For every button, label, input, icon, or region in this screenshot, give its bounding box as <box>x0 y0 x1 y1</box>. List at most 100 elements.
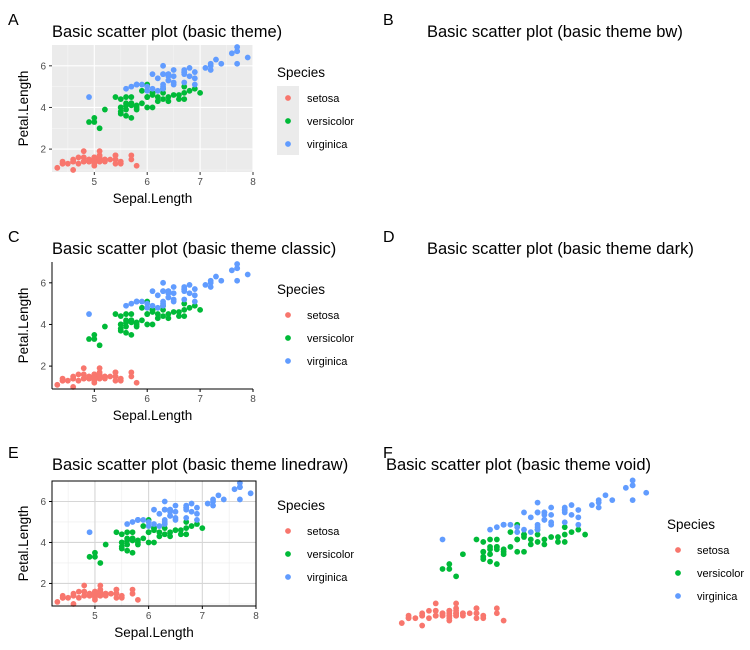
data-point-setosa <box>54 381 61 388</box>
legend-label-versicolor: versicolor <box>307 333 354 345</box>
panel-tag: F <box>383 445 393 462</box>
data-point-versicolor <box>113 529 120 536</box>
data-point-versicolor <box>170 92 177 98</box>
legend-label-virginica: virginica <box>307 139 348 151</box>
data-point-versicolor <box>123 100 129 107</box>
x-tick-label: 6 <box>144 177 150 188</box>
data-point-virginica <box>149 85 156 92</box>
data-point-virginica <box>500 521 507 528</box>
legend-label-virginica: virginica <box>697 591 738 603</box>
data-point-virginica <box>165 77 172 84</box>
legend-key-setosa <box>285 95 291 101</box>
data-point-versicolor <box>161 525 168 532</box>
data-point-setosa <box>133 379 140 386</box>
data-point-setosa <box>128 152 135 159</box>
data-point-virginica <box>541 511 548 518</box>
data-point-virginica <box>439 536 446 543</box>
data-point-setosa <box>59 377 66 384</box>
data-point-virginica <box>629 477 636 484</box>
data-point-versicolor <box>129 537 136 544</box>
data-point-versicolor <box>459 551 466 558</box>
data-point-virginica <box>629 482 636 489</box>
data-point-versicolor <box>149 321 156 328</box>
data-point-setosa <box>112 160 119 167</box>
data-point-virginica <box>234 48 241 55</box>
data-point-versicolor <box>521 534 527 540</box>
data-point-virginica <box>575 507 582 513</box>
data-point-virginica <box>154 292 161 299</box>
data-point-virginica <box>145 523 152 529</box>
data-point-versicolor <box>487 551 493 558</box>
data-point-setosa <box>129 590 136 597</box>
data-point-versicolor <box>181 300 188 307</box>
data-point-versicolor <box>541 536 548 543</box>
data-point-versicolor <box>117 96 124 103</box>
data-point-versicolor <box>177 531 184 538</box>
data-point-setosa <box>432 607 439 614</box>
data-point-versicolor <box>170 309 177 315</box>
data-point-virginica <box>218 60 225 67</box>
data-point-setosa <box>81 582 88 589</box>
data-point-versicolor <box>117 321 124 328</box>
data-point-virginica <box>561 507 568 513</box>
y-tick-label: 6 <box>40 497 46 508</box>
data-point-setosa <box>129 586 136 593</box>
data-point-versicolor <box>191 302 198 309</box>
data-point-setosa <box>91 371 98 378</box>
data-point-setosa <box>419 612 426 619</box>
data-point-setosa <box>453 607 460 614</box>
data-point-versicolor <box>139 304 145 311</box>
data-point-virginica <box>194 510 200 517</box>
legend-label-virginica: virginica <box>307 572 348 584</box>
data-point-virginica <box>181 286 188 292</box>
data-point-versicolor <box>514 548 521 555</box>
data-point-versicolor <box>561 539 568 545</box>
data-point-virginica <box>160 300 166 307</box>
data-point-setosa <box>91 375 98 382</box>
data-point-setosa <box>112 377 119 384</box>
data-point-versicolor <box>151 539 157 546</box>
panel-title: Basic scatter plot (basic theme void) <box>386 456 651 474</box>
x-tick-label: 5 <box>92 177 98 188</box>
data-point-versicolor <box>149 104 156 111</box>
data-point-virginica <box>218 277 225 284</box>
data-point-setosa <box>432 600 439 607</box>
data-point-versicolor <box>165 315 172 322</box>
data-point-setosa <box>112 152 119 159</box>
data-point-virginica <box>167 512 174 519</box>
x-tick-label: 7 <box>197 177 203 188</box>
data-point-versicolor <box>186 87 193 94</box>
data-point-virginica <box>128 300 135 307</box>
data-point-versicolor <box>151 527 157 534</box>
data-point-setosa <box>80 154 87 161</box>
data-point-versicolor <box>91 336 98 342</box>
data-point-setosa <box>432 612 439 619</box>
data-point-setosa <box>133 162 140 169</box>
data-point-setosa <box>64 160 71 167</box>
data-point-setosa <box>459 610 466 617</box>
data-point-versicolor <box>527 536 534 543</box>
data-point-virginica <box>534 524 541 531</box>
panel-tag: D <box>383 229 395 246</box>
data-point-setosa <box>91 154 98 161</box>
data-point-versicolor <box>118 539 125 546</box>
legend-key-versicolor <box>285 335 291 341</box>
data-point-versicolor <box>128 331 135 338</box>
data-point-setosa <box>128 369 135 376</box>
data-point-setosa <box>466 610 473 617</box>
panel-c: C Basic scatter plot (basic theme classic… <box>8 229 354 423</box>
x-tick-label: 8 <box>250 177 256 188</box>
data-point-setosa <box>81 592 88 599</box>
data-point-virginica <box>149 302 156 309</box>
y-tick-label: 2 <box>40 145 46 156</box>
y-tick-label: 6 <box>40 61 46 72</box>
data-point-virginica <box>234 277 241 284</box>
data-point-versicolor <box>124 541 131 548</box>
data-point-versicolor <box>548 534 555 540</box>
data-point-versicolor <box>480 548 487 555</box>
data-point-virginica <box>521 509 527 516</box>
data-point-setosa <box>97 588 104 595</box>
data-point-setosa <box>426 615 432 622</box>
data-point-versicolor <box>473 536 480 543</box>
data-point-versicolor <box>165 311 172 317</box>
